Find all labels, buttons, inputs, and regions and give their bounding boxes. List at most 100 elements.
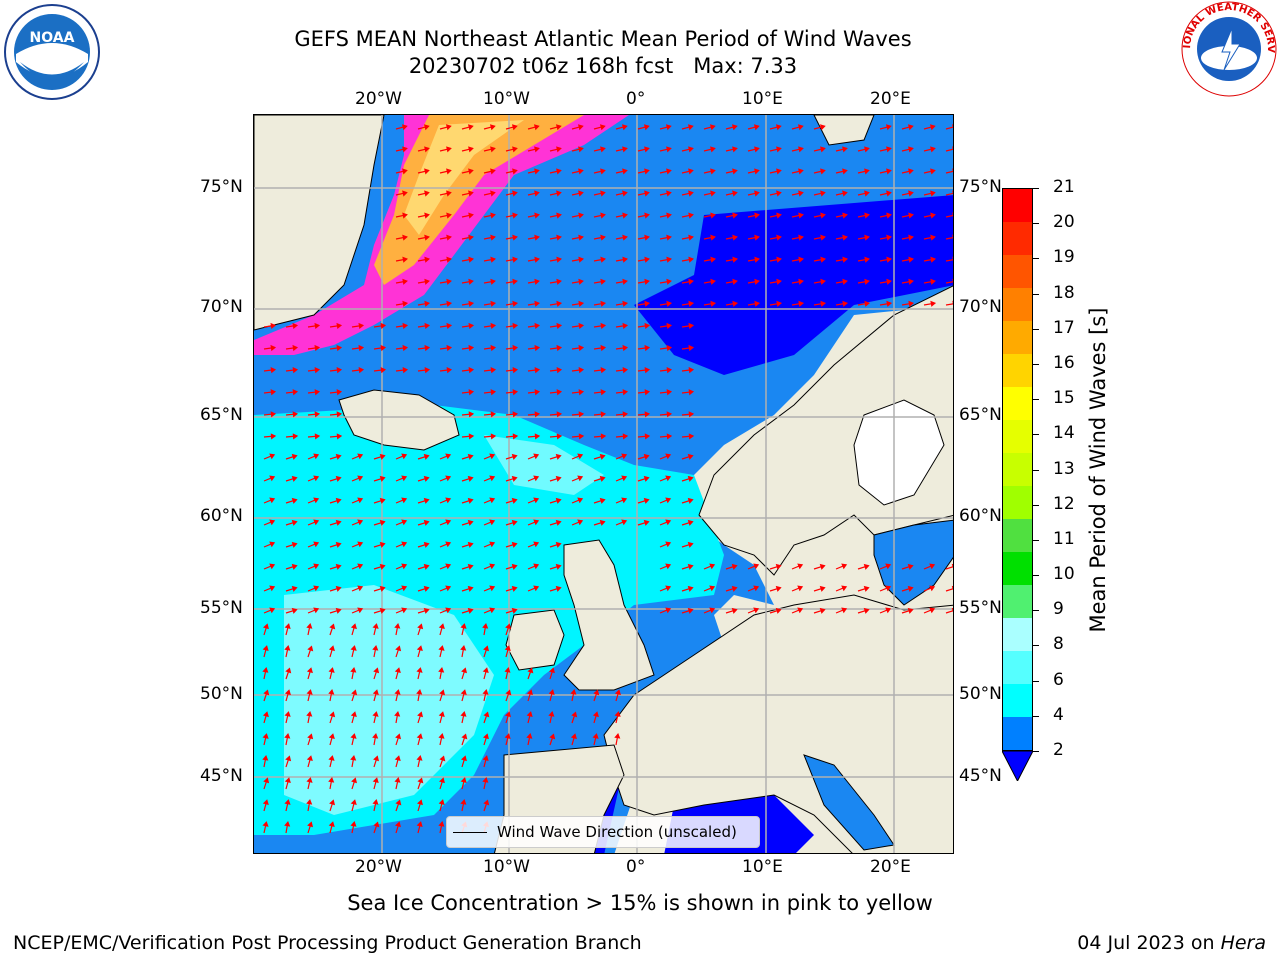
colorbar-tick-label: 12 — [1053, 493, 1075, 514]
wave-direction-arrowhead — [842, 300, 849, 307]
wave-direction-arrowhead — [379, 541, 386, 548]
wave-direction-arrowhead — [262, 667, 269, 673]
wave-direction-arrowhead — [820, 212, 826, 219]
map-panel — [253, 114, 954, 854]
wave-direction-arrowhead — [489, 519, 496, 526]
wave-direction-arrowhead — [556, 278, 562, 285]
wave-direction-arrowhead — [380, 322, 387, 330]
wave-direction-arrowhead — [621, 497, 628, 504]
wave-direction-arrowhead — [930, 300, 937, 307]
wave-direction-arrowhead — [908, 190, 914, 197]
wave-direction-arrowhead — [753, 124, 760, 131]
wave-direction-arrowhead — [401, 541, 408, 548]
wave-direction-arrowhead — [379, 563, 386, 570]
wave-direction-arrowhead — [556, 367, 563, 374]
colorbar-tick-mark — [1033, 258, 1039, 260]
wave-direction-arrowhead — [841, 563, 848, 570]
footer-right: 04 Jul 2023 on Hera — [1077, 932, 1266, 954]
wave-direction-arrowhead — [269, 563, 276, 570]
wave-direction-arrowhead — [416, 689, 423, 695]
colorbar-segment — [1003, 618, 1032, 651]
wave-direction-arrowhead — [526, 689, 533, 696]
wave-direction-arrowhead — [952, 278, 953, 283]
wave-direction-arrowhead — [908, 278, 914, 285]
wave-direction-arrowhead — [578, 300, 585, 307]
wave-direction-arrowhead — [797, 124, 804, 131]
wave-direction-arrowhead — [291, 519, 298, 526]
wave-direction-arrowhead — [665, 519, 672, 526]
wave-direction-arrowhead — [489, 563, 496, 570]
wave-direction-arrowhead — [262, 755, 269, 761]
wave-direction-arrowhead — [291, 541, 298, 548]
wave-direction-arrowhead — [798, 278, 804, 285]
wave-direction-arrowhead — [908, 256, 914, 263]
wave-direction-arrowhead — [306, 755, 313, 762]
wave-direction-arrowhead — [482, 667, 489, 674]
wave-direction-arrowhead — [577, 519, 584, 526]
wave-direction-arrowhead — [688, 234, 694, 241]
colorbar-tick-label: 18 — [1053, 282, 1075, 303]
wave-direction-arrowhead — [468, 168, 474, 175]
wave-direction-arrowhead — [863, 585, 870, 592]
wave-direction-arrowhead — [864, 234, 870, 241]
wave-direction-arrowhead — [511, 607, 518, 614]
wave-direction-arrowhead — [578, 344, 585, 352]
wave-direction-arrowhead — [643, 475, 650, 482]
lon-tick-bottom-20w: 20°W — [355, 857, 402, 877]
wave-direction-arrowhead — [526, 711, 533, 718]
wave-direction-arrowhead — [548, 667, 555, 674]
wave-direction-arrowhead — [644, 367, 651, 374]
wave-direction-arrowhead — [842, 234, 848, 241]
wave-direction-arrowhead — [687, 607, 694, 614]
wave-direction-arrowhead — [577, 124, 584, 131]
wave-direction-arrowhead — [505, 623, 512, 630]
wave-direction-arrowhead — [372, 645, 379, 651]
wave-direction-arrowhead — [490, 212, 496, 219]
wave-direction-arrowhead — [666, 212, 672, 219]
wave-direction-arrowhead — [622, 190, 628, 197]
wave-direction-arrowhead — [490, 256, 496, 263]
wave-direction-arrowhead — [460, 777, 467, 784]
wave-direction-arrowhead — [505, 689, 512, 696]
wave-direction-arrowhead — [314, 367, 321, 374]
wave-direction-arrowhead — [424, 234, 430, 241]
wave-direction-arrowhead — [549, 733, 556, 740]
wave-direction-arrowhead — [395, 733, 402, 740]
wave-direction-arrowhead — [688, 278, 694, 285]
wave-direction-arrowhead — [284, 711, 291, 717]
wave-direction-arrowhead — [423, 124, 430, 131]
wave-direction-arrowhead — [710, 256, 716, 263]
wave-direction-arrowhead — [885, 563, 892, 570]
wave-direction-arrowhead — [512, 322, 519, 330]
wave-direction-arrowhead — [555, 563, 562, 570]
colorbar-tick-mark — [1033, 539, 1039, 541]
wave-direction-arrowhead — [357, 453, 364, 460]
iceland-land — [338, 389, 460, 451]
wave-direction-arrowhead — [512, 367, 519, 374]
wave-direction-arrowhead — [644, 146, 650, 153]
wave-direction-arrowhead — [306, 711, 313, 717]
wave-direction-arrowhead — [687, 124, 694, 131]
wave-direction-arrowhead — [556, 411, 563, 418]
wave-direction-arrowhead — [578, 168, 584, 175]
wave-direction-arrowhead — [864, 256, 870, 263]
wave-direction-arrowhead — [577, 497, 584, 504]
wave-direction-arrowhead — [372, 689, 379, 696]
colorbar-segment — [1003, 453, 1032, 486]
wave-direction-arrowhead — [599, 519, 606, 526]
lat-tick-right-70n: 70°N — [959, 297, 1002, 317]
lon-tick-bottom-10w: 10°W — [483, 857, 530, 877]
wave-direction-arrowhead — [534, 234, 540, 241]
wave-direction-arrowhead — [599, 124, 606, 131]
lat-tick-left-65n: 65°N — [200, 405, 243, 425]
wave-direction-arrowhead — [467, 607, 474, 614]
footer-date: 04 Jul 2023 on — [1077, 932, 1221, 954]
wave-direction-arrowhead — [262, 733, 269, 739]
wave-direction-arrowhead — [534, 146, 540, 153]
wave-direction-arrowhead — [819, 563, 826, 570]
wave-direction-arrowhead — [776, 234, 782, 241]
map-legend: Wind Wave Direction (unscaled) — [446, 816, 760, 848]
wave-direction-arrowhead — [482, 777, 489, 783]
wave-direction-arrowhead — [621, 475, 628, 482]
wave-direction-arrowhead — [864, 168, 870, 175]
